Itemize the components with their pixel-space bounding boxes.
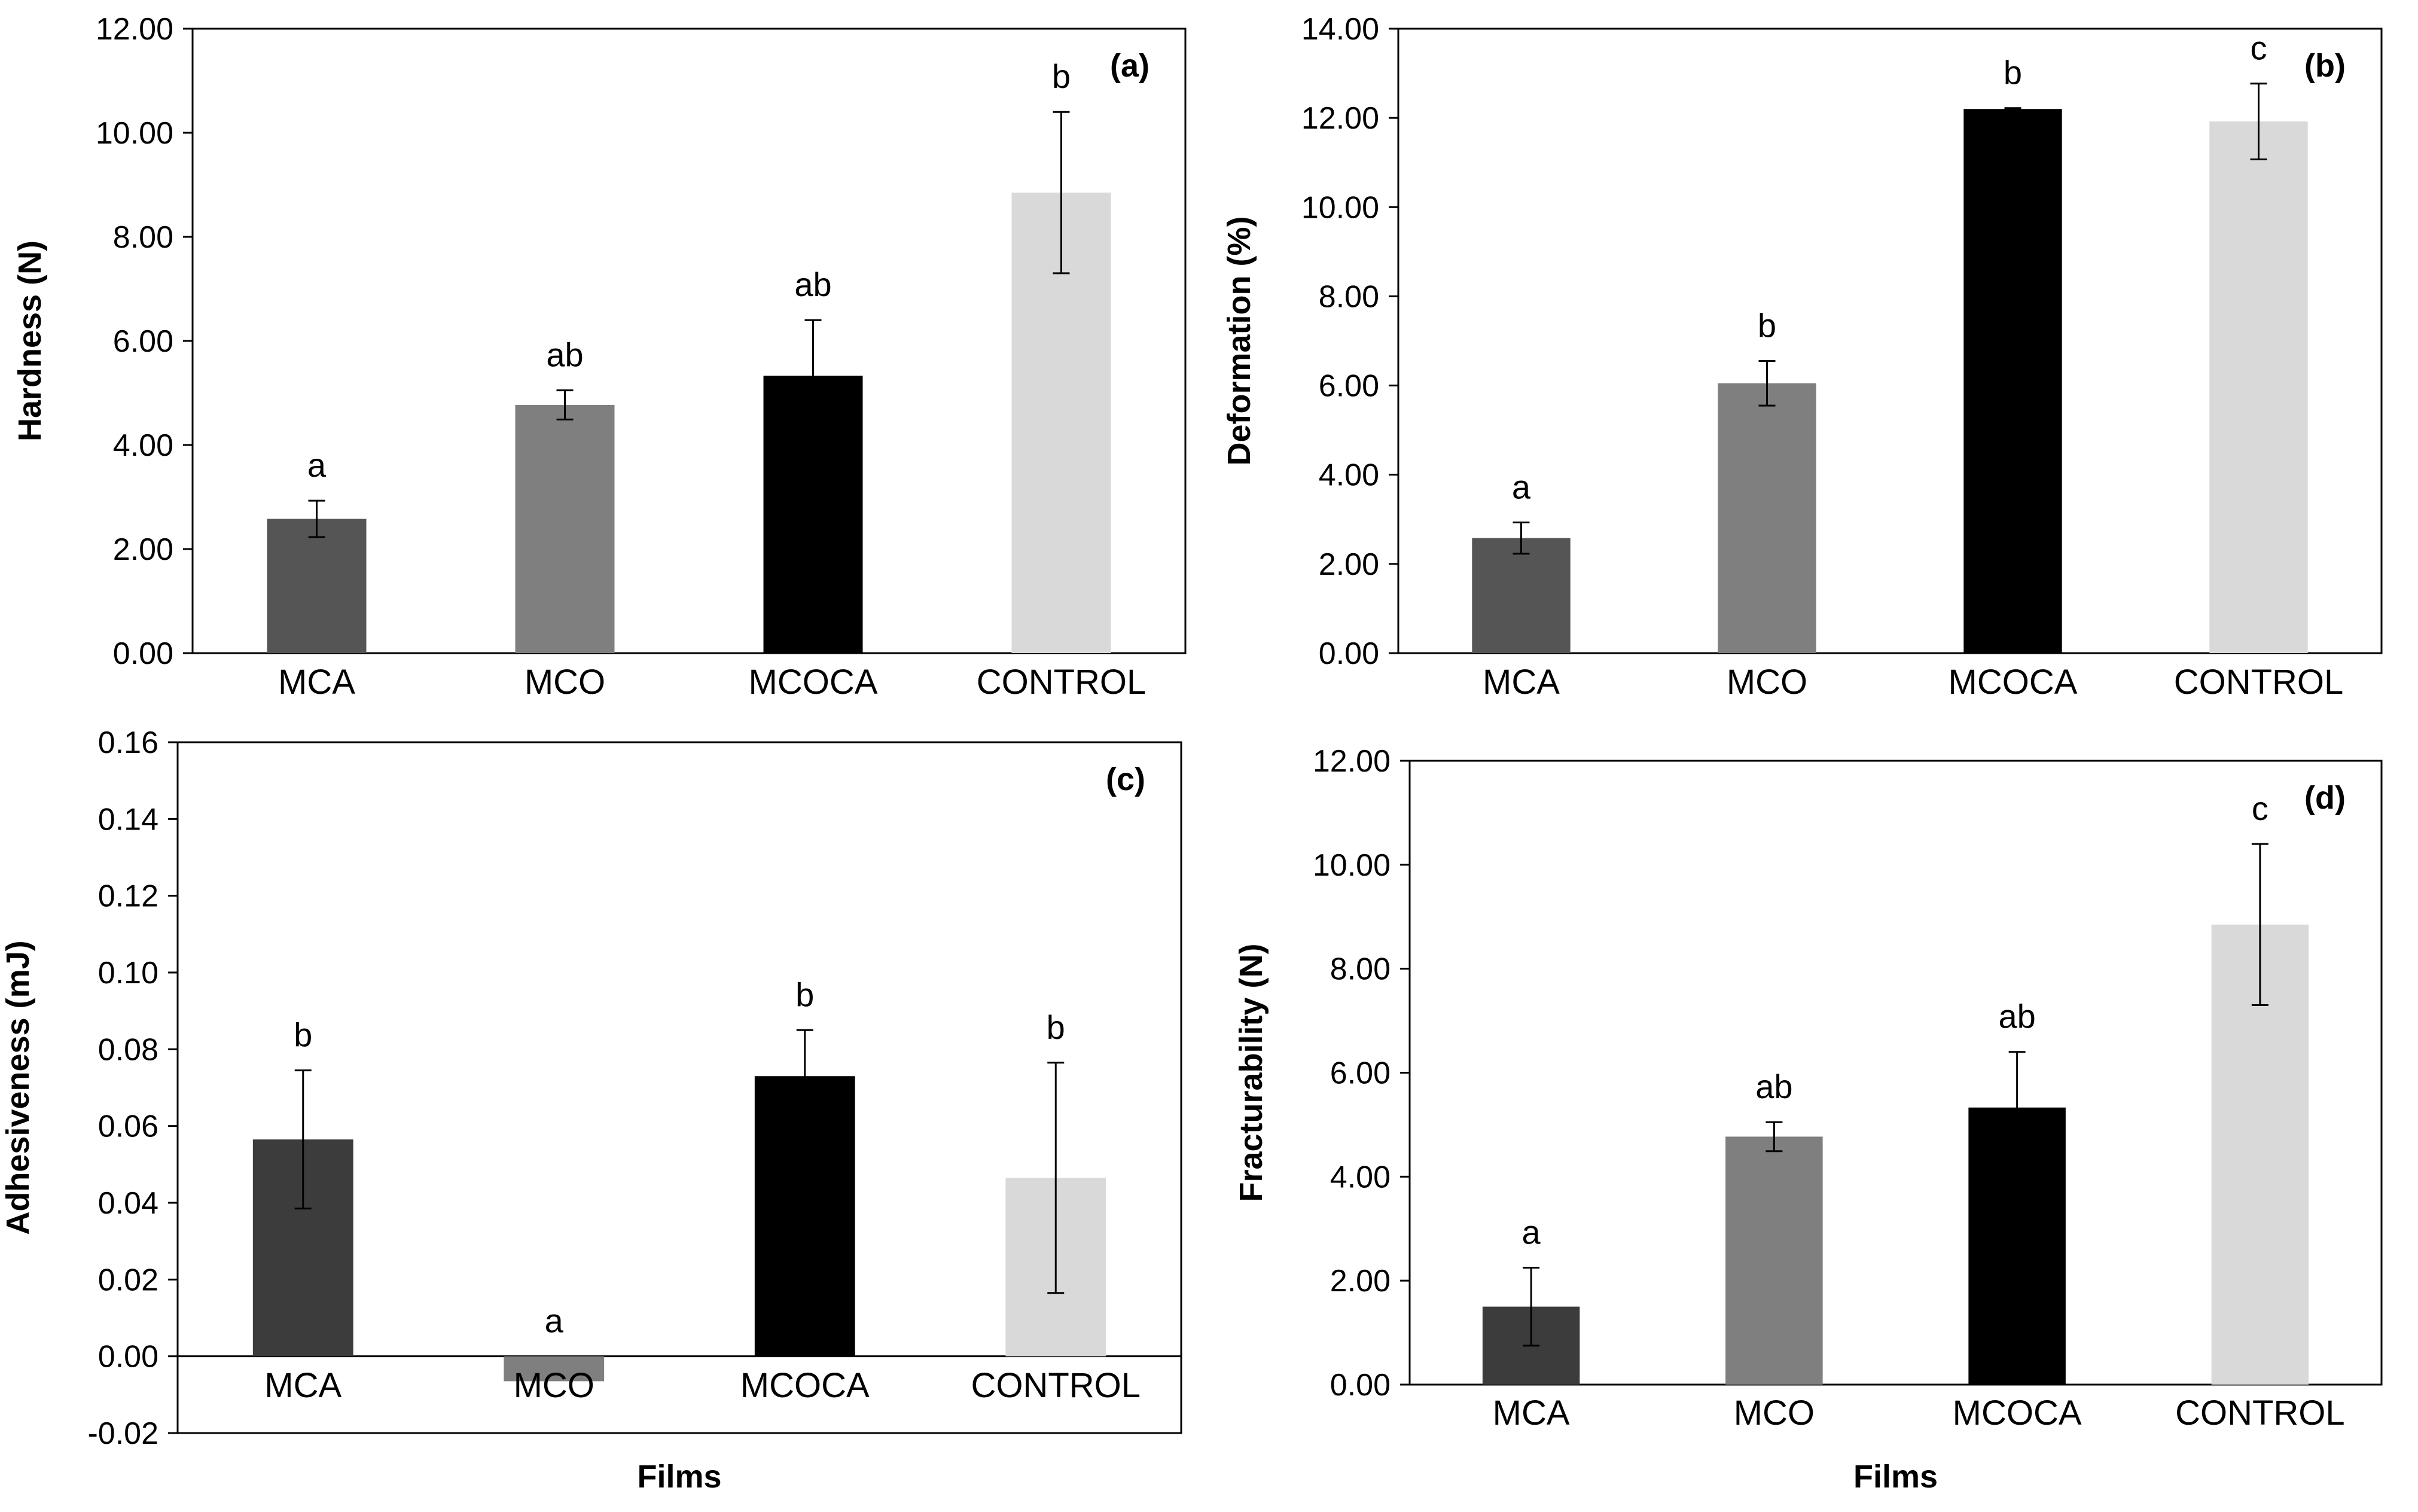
- x-category-label: MCA: [278, 663, 355, 702]
- y-tick-label: 8.00: [113, 220, 173, 255]
- significance-letter: ab: [794, 266, 831, 303]
- y-tick-label: 0.12: [98, 879, 158, 914]
- y-tick-label: 4.00: [1330, 1160, 1391, 1194]
- x-axis-title: Films: [637, 1459, 721, 1495]
- chart-panel-1: 0.00 2.00 4.00 6.00 8.00 10.00 12.00 a MCA ab MCO a…: [12, 12, 1187, 702]
- significance-letter: b: [1758, 307, 1776, 345]
- bar-mco: [1718, 383, 1816, 653]
- y-tick-label: -0.02: [87, 1416, 158, 1451]
- y-axis-title: Deformation (%): [1221, 217, 1257, 466]
- y-tick-label: 12.00: [1313, 744, 1391, 779]
- bar-mco: [515, 405, 615, 653]
- significance-letter: b: [1047, 1008, 1065, 1046]
- x-category-label: MCA: [1493, 1394, 1570, 1432]
- bar-control: [2209, 121, 2308, 653]
- bar-mca: [267, 519, 367, 653]
- y-tick-label: 6.00: [1330, 1056, 1391, 1091]
- y-tick-label: 14.00: [1301, 12, 1379, 47]
- y-tick-label: 4.00: [113, 428, 173, 463]
- significance-letter: a: [1522, 1213, 1541, 1251]
- x-category-label: CONTROL: [2175, 1394, 2345, 1432]
- x-category-label: MCA: [1483, 663, 1560, 702]
- y-tick-label: 0.14: [98, 802, 158, 837]
- x-axis-title: Films: [1853, 1459, 1938, 1495]
- y-tick-label: 12.00: [1301, 101, 1379, 136]
- significance-letter: ab: [1998, 998, 2035, 1035]
- y-tick-label: 2.00: [113, 532, 173, 567]
- y-tick-label: 10.00: [1313, 848, 1391, 883]
- y-axis-title: Hardness (N): [12, 240, 48, 441]
- x-category-label: MCOCA: [749, 663, 878, 702]
- y-tick-label: 0.00: [98, 1340, 158, 1374]
- bar-mcoca: [1963, 109, 2062, 653]
- y-tick-label: 6.00: [113, 324, 173, 359]
- y-tick-label: 0.08: [98, 1032, 158, 1067]
- panel-label: (d): [2304, 780, 2346, 816]
- x-category-label: CONTROL: [2174, 663, 2344, 702]
- y-tick-label: 8.00: [1330, 952, 1391, 987]
- y-tick-label: 0.10: [98, 956, 158, 990]
- significance-letter: b: [1052, 57, 1071, 95]
- x-category-label: MCO: [514, 1366, 594, 1405]
- chart-panel-4: 0.00 2.00 4.00 6.00 8.00 10.00 12.00 a MCA ab MCO a…: [1233, 744, 2383, 1495]
- y-tick-label: 10.00: [96, 116, 173, 151]
- significance-letter: b: [2004, 54, 2022, 92]
- significance-letter: c: [2252, 789, 2268, 827]
- y-tick-label: 0.04: [98, 1186, 158, 1221]
- significance-letter: a: [307, 446, 327, 484]
- panel-label: (a): [1110, 48, 1149, 84]
- plot-frame: [176, 741, 1182, 1434]
- x-category-label: MCOCA: [1953, 1394, 2082, 1432]
- x-category-label: MCO: [1734, 1394, 1815, 1432]
- significance-letter: a: [545, 1302, 564, 1340]
- y-tick-label: 4.00: [1319, 458, 1379, 493]
- y-tick-label: 8.00: [1319, 279, 1379, 314]
- bar-mco: [504, 1356, 605, 1382]
- significance-letter: c: [2251, 29, 2267, 67]
- x-category-label: MCO: [525, 663, 605, 702]
- x-category-label: MCA: [264, 1366, 341, 1405]
- bar-mco: [1725, 1136, 1823, 1385]
- bar-mca: [1472, 538, 1571, 653]
- y-tick-label: 12.00: [96, 12, 173, 47]
- y-tick-label: 0.02: [98, 1263, 158, 1297]
- chart-panel-3: -0.02 0.00 0.02 0.04 0.06 0.08 0.10 0.12 0.14 0.1…: [0, 725, 1182, 1495]
- x-category-label: CONTROL: [971, 1366, 1141, 1405]
- x-category-label: MCO: [1727, 663, 1807, 702]
- significance-letter: b: [795, 976, 814, 1013]
- y-tick-label: 2.00: [1319, 547, 1379, 582]
- y-tick-label: 0.00: [113, 636, 173, 671]
- significance-letter: ab: [1755, 1068, 1792, 1105]
- panel-label: (c): [1106, 761, 1145, 797]
- plot-frame: [1397, 28, 2383, 654]
- x-category-label: CONTROL: [977, 663, 1147, 702]
- x-category-label: MCOCA: [1949, 663, 2078, 702]
- y-tick-label: 6.00: [1319, 369, 1379, 404]
- y-tick-label: 0.00: [1330, 1368, 1391, 1403]
- y-axis-title: Fracturability (N): [1233, 943, 1269, 1202]
- y-axis-title: Adhesiveness (mJ): [0, 940, 36, 1234]
- chart-panel-2: 0.00 2.00 4.00 6.00 8.00 10.00 12.00 14.00 a MCA b…: [1221, 12, 2383, 702]
- y-tick-label: 0.00: [1319, 636, 1379, 671]
- significance-letter: b: [294, 1016, 312, 1054]
- y-tick-label: 0.16: [98, 725, 158, 760]
- y-tick-label: 10.00: [1301, 190, 1379, 225]
- x-category-label: MCOCA: [740, 1366, 870, 1405]
- panel-label: (b): [2304, 48, 2346, 84]
- y-tick-label: 2.00: [1330, 1264, 1391, 1298]
- significance-letter: a: [1512, 468, 1531, 506]
- significance-letter: ab: [546, 336, 583, 374]
- y-tick-label: 0.06: [98, 1109, 158, 1144]
